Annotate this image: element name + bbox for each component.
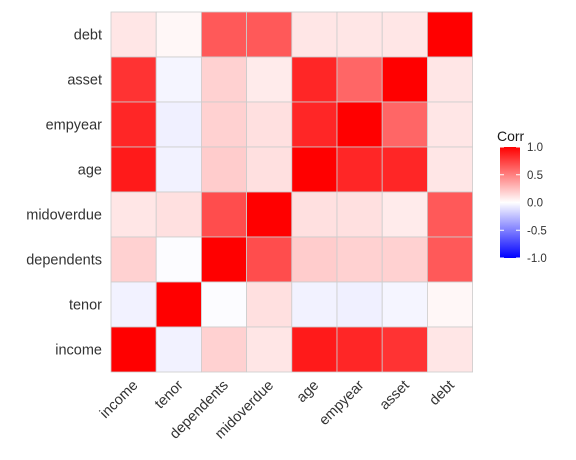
- heatmap-cell-asset-midoverdue: [246, 56, 293, 103]
- heatmap-cell-dependents-age: [291, 236, 338, 283]
- heatmap-cell-age-age: [291, 146, 338, 193]
- legend-title: Corr: [497, 128, 525, 144]
- heatmap-cell-asset-asset: [381, 56, 428, 103]
- heatmap-cell-dependents-midoverdue: [246, 236, 293, 283]
- y-tick-label-empyear: empyear: [46, 118, 103, 134]
- y-tick-label-asset: asset: [67, 73, 102, 89]
- heatmap-cell-asset-age: [291, 56, 338, 103]
- legend-tick-label: -0.5: [527, 225, 547, 237]
- heatmap-cell-debt-income: [110, 11, 157, 58]
- heatmap-cell-age-asset: [381, 146, 428, 193]
- y-tick-label-midoverdue: midoverdue: [26, 208, 102, 224]
- heatmap-cell-debt-tenor: [155, 11, 202, 58]
- y-tick-label-tenor: tenor: [69, 298, 102, 314]
- y-tick-label-income: income: [55, 343, 102, 359]
- y-tick-label-dependents: dependents: [26, 253, 102, 269]
- heatmap-cell-dependents-empyear: [336, 236, 383, 283]
- heatmap-cell-tenor-midoverdue: [246, 281, 293, 328]
- legend-tick-label: 1.0: [527, 142, 543, 154]
- heatmap-cell-income-midoverdue: [246, 326, 293, 373]
- heatmap-cell-debt-age: [291, 11, 338, 58]
- heatmap-cell-age-income: [110, 146, 157, 193]
- heatmap-cell-dependents-income: [110, 236, 157, 283]
- heatmap-cell-dependents-asset: [381, 236, 428, 283]
- heatmap-cell-dependents-debt: [426, 236, 473, 283]
- legend-tick-label: -1.0: [527, 253, 547, 265]
- heatmap-cell-dependents-dependents: [200, 236, 247, 283]
- heatmap-cell-asset-debt: [426, 56, 473, 103]
- y-tick-label-debt: debt: [74, 28, 102, 44]
- heatmap-cell-empyear-debt: [426, 101, 473, 148]
- heatmap-cell-midoverdue-empyear: [336, 191, 383, 238]
- heatmap-cell-dependents-tenor: [155, 236, 202, 283]
- heatmap-cell-empyear-dependents: [200, 101, 247, 148]
- heatmap-cell-midoverdue-asset: [381, 191, 428, 238]
- heatmap-cell-empyear-asset: [381, 101, 428, 148]
- heatmap-cell-age-midoverdue: [246, 146, 293, 193]
- heatmap-cell-asset-income: [110, 56, 157, 103]
- x-tick-label-debt: debt: [427, 378, 458, 409]
- legend-ticks: 1.0 0.5 0.0 -0.5 -1.0: [500, 142, 547, 265]
- heatmap-cell-asset-dependents: [200, 56, 247, 103]
- x-tick-label-asset: asset: [377, 378, 413, 414]
- y-axis-labels: debt asset empyear age midoverdue dependents t…: [26, 28, 102, 359]
- heatmap-cell-age-empyear: [336, 146, 383, 193]
- heatmap-cell-tenor-tenor: [155, 281, 202, 328]
- heatmap-cell-tenor-debt: [426, 281, 473, 328]
- heatmap-cell-midoverdue-dependents: [200, 191, 247, 238]
- heatmap-cell-age-tenor: [155, 146, 202, 193]
- heatmap-cell-income-dependents: [200, 326, 247, 373]
- heatmap-cell-income-income: [110, 326, 157, 373]
- heatmap-cell-empyear-tenor: [155, 101, 202, 148]
- heatmap-cell-asset-tenor: [155, 56, 202, 103]
- heatmap-cell-income-empyear: [336, 326, 383, 373]
- heatmap-cell-age-dependents: [200, 146, 247, 193]
- heatmap-cell-midoverdue-debt: [426, 191, 473, 238]
- x-tick-label-income: income: [97, 378, 141, 422]
- x-tick-label-age: age: [294, 378, 322, 406]
- heatmap-cell-debt-asset: [381, 11, 428, 58]
- heatmap-cell-empyear-age: [291, 101, 338, 148]
- legend: Corr 1.0 0.5 0.0 -0.5 -1.0: [497, 128, 547, 265]
- heatmap-cell-income-debt: [426, 326, 473, 373]
- heatmap-cell-midoverdue-income: [110, 191, 157, 238]
- legend-tick-label: 0.0: [527, 198, 543, 210]
- heatmap-cell-tenor-age: [291, 281, 338, 328]
- heatmap-cell-tenor-empyear: [336, 281, 383, 328]
- legend-tick-label: 0.5: [527, 170, 543, 182]
- legend-color-bar: [500, 147, 520, 258]
- heatmap-cell-tenor-dependents: [200, 281, 247, 328]
- heatmap-cell-asset-empyear: [336, 56, 383, 103]
- heatmap-cell-debt-midoverdue: [246, 11, 293, 58]
- heatmap-cell-debt-empyear: [336, 11, 383, 58]
- heatmap-cell-income-age: [291, 326, 338, 373]
- heatmap-cell-empyear-midoverdue: [246, 101, 293, 148]
- heatmap-cell-age-debt: [426, 146, 473, 193]
- y-tick-label-age: age: [78, 163, 102, 179]
- heatmap-cell-midoverdue-tenor: [155, 191, 202, 238]
- heatmap-cells: [110, 11, 473, 373]
- x-tick-label-tenor: tenor: [152, 377, 187, 412]
- heatmap-cell-income-tenor: [155, 326, 202, 373]
- heatmap-cell-debt-dependents: [200, 11, 247, 58]
- heatmap-cell-tenor-income: [110, 281, 157, 328]
- heatmap-cell-tenor-asset: [381, 281, 428, 328]
- heatmap-cell-debt-debt: [426, 11, 473, 58]
- heatmap-cell-income-asset: [381, 326, 428, 373]
- heatmap-cell-midoverdue-midoverdue: [246, 191, 293, 238]
- x-tick-label-empyear: empyear: [316, 377, 367, 428]
- heatmap-cell-midoverdue-age: [291, 191, 338, 238]
- heatmap-cell-empyear-empyear: [336, 101, 383, 148]
- heatmap-cell-empyear-income: [110, 101, 157, 148]
